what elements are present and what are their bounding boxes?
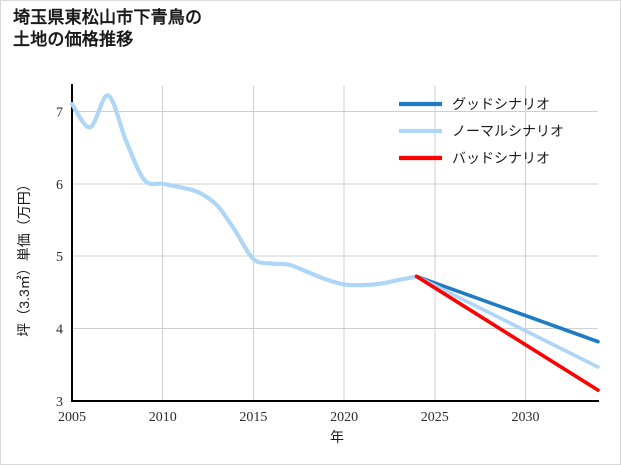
series-line-ノーマルシナリオ: [414, 274, 600, 369]
gridlines: [71, 86, 598, 402]
y-tick-labels: 3 4 5 6 7: [56, 105, 63, 410]
x-tick-labels: 2005 2010 2015 2020 2025 2030: [58, 410, 539, 425]
x-tick-label: 2010: [149, 410, 177, 425]
legend-label: バッドシナリオ: [452, 150, 550, 166]
legend-label: ノーマルシナリオ: [452, 123, 564, 139]
x-tick-label: 2030: [511, 410, 539, 425]
y-tick-label: 5: [56, 250, 63, 265]
legend-label: グッドシナリオ: [452, 96, 550, 112]
page-title: 埼玉県東松山市下青鳥の 土地の価格推移: [13, 8, 203, 50]
series-line-実績: [69, 93, 419, 288]
x-tick-label: 2020: [330, 410, 358, 425]
x-tick-label: 2005: [58, 410, 86, 425]
y-tick-label: 6: [56, 178, 63, 193]
x-tick-label: 2025: [421, 410, 449, 425]
y-tick-label: 4: [56, 323, 63, 338]
series-line-バッドシナリオ: [414, 274, 600, 392]
x-axis-title: 年: [330, 429, 344, 445]
axis-spines: [70, 84, 599, 403]
y-tick-label: 3: [56, 395, 63, 410]
series-line-グッドシナリオ: [414, 274, 600, 344]
y-tick-label: 7: [56, 105, 63, 120]
y-axis-title: 坪（3.3㎡）単価（万円）: [16, 177, 32, 336]
data-series: [69, 93, 600, 392]
x-tick-label: 2015: [239, 410, 267, 425]
